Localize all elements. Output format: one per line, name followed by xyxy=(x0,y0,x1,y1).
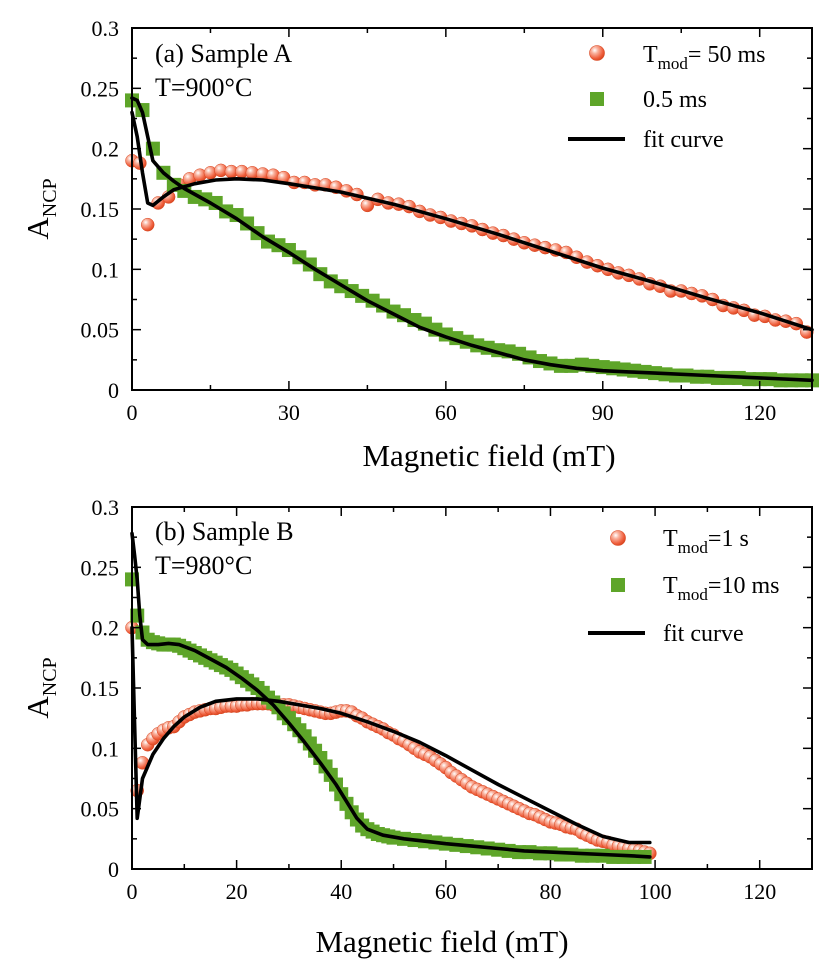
panel-b-legend-label-series-1-main: T xyxy=(663,573,678,599)
panel-b-y-tick-label-1: 0.05 xyxy=(81,797,120,822)
panel-b-legend-label-series-1-rest: =10 ms xyxy=(708,573,780,599)
panel-a: 0 30 60 90 120 0 0.05 0.1 0.15 0.2 0.25 0.3 (a) Sam… xyxy=(20,16,819,473)
panel-b-x-tick-label-2: 40 xyxy=(330,879,352,904)
panel-a-fit-layer xyxy=(130,96,814,383)
panel-b-x-tick-label-1: 20 xyxy=(226,879,248,904)
panel-a-y-axis-title: ANCP xyxy=(20,178,61,239)
panel-b-x-axis-title: Magnetic field (mT) xyxy=(315,924,568,959)
panel-b-y-tick-label-0: 0 xyxy=(108,857,119,882)
panel-b-y-tick-label-5: 0.25 xyxy=(81,555,120,580)
panel-b-y-tick-label-3: 0.15 xyxy=(81,676,120,701)
panel-b-ticks-layer: 0 20 40 60 80 100 120 0 0.05 0.1 0.15 0.2 0.25 0.3 xyxy=(81,495,813,904)
panel-a-x-axis-title: Magnetic field (mT) xyxy=(362,438,615,473)
panel-a-y-tick-label-4: 0.2 xyxy=(92,137,120,162)
panel-b-legend-label-series-0-main: T xyxy=(663,526,678,552)
panel-a-legend: Tmod= 50 ms 0.5 ms fit curve xyxy=(568,42,765,153)
panel-b-y-tick-label-4: 0.2 xyxy=(92,616,120,641)
panel-a-legend-label-series-1: 0.5 ms xyxy=(643,87,707,113)
panel-a-x-tick-label-3: 90 xyxy=(592,400,614,425)
panel-a-y-tick-label-5: 0.25 xyxy=(81,76,120,101)
panel-b-fit-curve-0 xyxy=(130,625,652,845)
panel-b-legend: Tmod=1 s Tmod=10 ms fit curve xyxy=(588,526,779,647)
panel-b-fit-layer xyxy=(130,531,652,859)
panel-b-annotation-temp: T=980°C xyxy=(155,551,252,580)
panel-b-y-tick-label-6: 0.3 xyxy=(92,495,120,520)
panel-a-y-axis-title-main: A xyxy=(20,217,55,240)
panel-a-annotation-temp: T=900°C xyxy=(155,73,252,102)
panel-a-x-tick-label-2: 60 xyxy=(435,400,457,425)
panel-a-y-tick-label-6: 0.3 xyxy=(92,16,120,41)
panel-a-legend-marker-series-0 xyxy=(589,45,605,61)
panel-a-fit-curve-1 xyxy=(130,96,814,383)
panel-a-x-tick-label-1: 30 xyxy=(278,400,300,425)
panel-a-x-tick-label-4: 120 xyxy=(743,400,776,425)
panel-a-y-tick-label-3: 0.15 xyxy=(81,197,120,222)
panel-a-y-tick-label-0: 0 xyxy=(108,378,119,403)
panel-b-x-tick-label-3: 60 xyxy=(435,879,457,904)
panel-a-legend-label-series-0-sub: mod xyxy=(658,54,689,73)
panel-b: 0 20 40 60 80 100 120 0 0.05 0.1 0.15 0.2 0.25 0.3 (b… xyxy=(20,495,813,959)
panel-a-fit-curve-0 xyxy=(130,110,814,332)
panel-a-legend-label-fit: fit curve xyxy=(643,127,724,153)
panel-b-legend-label-series-0-rest: =1 s xyxy=(708,526,749,552)
panel-b-x-tick-label-5: 100 xyxy=(639,879,672,904)
panel-a-y-tick-label-2: 0.1 xyxy=(92,257,120,282)
panel-a-y-axis-title-sub: NCP xyxy=(39,178,61,217)
panel-a-ticks-layer: 0 30 60 90 120 0 0.05 0.1 0.15 0.2 0.25 0.3 xyxy=(81,16,812,425)
panel-a-legend-label-series-0-rest: = 50 ms xyxy=(688,42,766,68)
panel-b-y-axis-title: ANCP xyxy=(20,657,61,718)
panel-b-legend-label-series-1-sub: mod xyxy=(678,585,709,604)
panel-b-x-tick-label-6: 120 xyxy=(743,879,776,904)
panel-b-x-tick-label-0: 0 xyxy=(127,879,138,904)
panel-a-y-tick-label-1: 0.05 xyxy=(81,318,120,343)
panel-a-x-tick-label-0: 0 xyxy=(127,400,138,425)
panel-b-legend-label-series-0: Tmod=1 s xyxy=(663,526,749,557)
panel-b-legend-label-series-0-sub: mod xyxy=(678,538,709,557)
panel-a-legend-marker-series-1 xyxy=(590,92,604,106)
panel-b-y-tick-label-2: 0.1 xyxy=(92,736,120,761)
panel-b-legend-label-fit: fit curve xyxy=(663,621,744,647)
panel-b-legend-marker-series-1 xyxy=(611,578,625,592)
panel-b-fit-curve-1 xyxy=(130,531,652,859)
panel-b-x-tick-label-4: 80 xyxy=(539,879,561,904)
panel-a-annotation-sample: (a) Sample A xyxy=(155,39,292,68)
panel-b-legend-label-series-1: Tmod=10 ms xyxy=(663,573,779,604)
panel-b-y-axis-title-main: A xyxy=(20,696,55,719)
panel-a-legend-label-series-0: Tmod= 50 ms xyxy=(643,42,765,73)
panel-a-series-0-point-2 xyxy=(140,217,155,232)
panel-b-legend-marker-series-0 xyxy=(610,530,626,546)
panel-b-y-axis-title-sub: NCP xyxy=(39,657,61,696)
panel-a-legend-label-series-0-main: T xyxy=(643,42,658,68)
panel-b-series-layer xyxy=(125,572,657,864)
panel-b-annotation-sample: (b) Sample B xyxy=(155,517,294,546)
